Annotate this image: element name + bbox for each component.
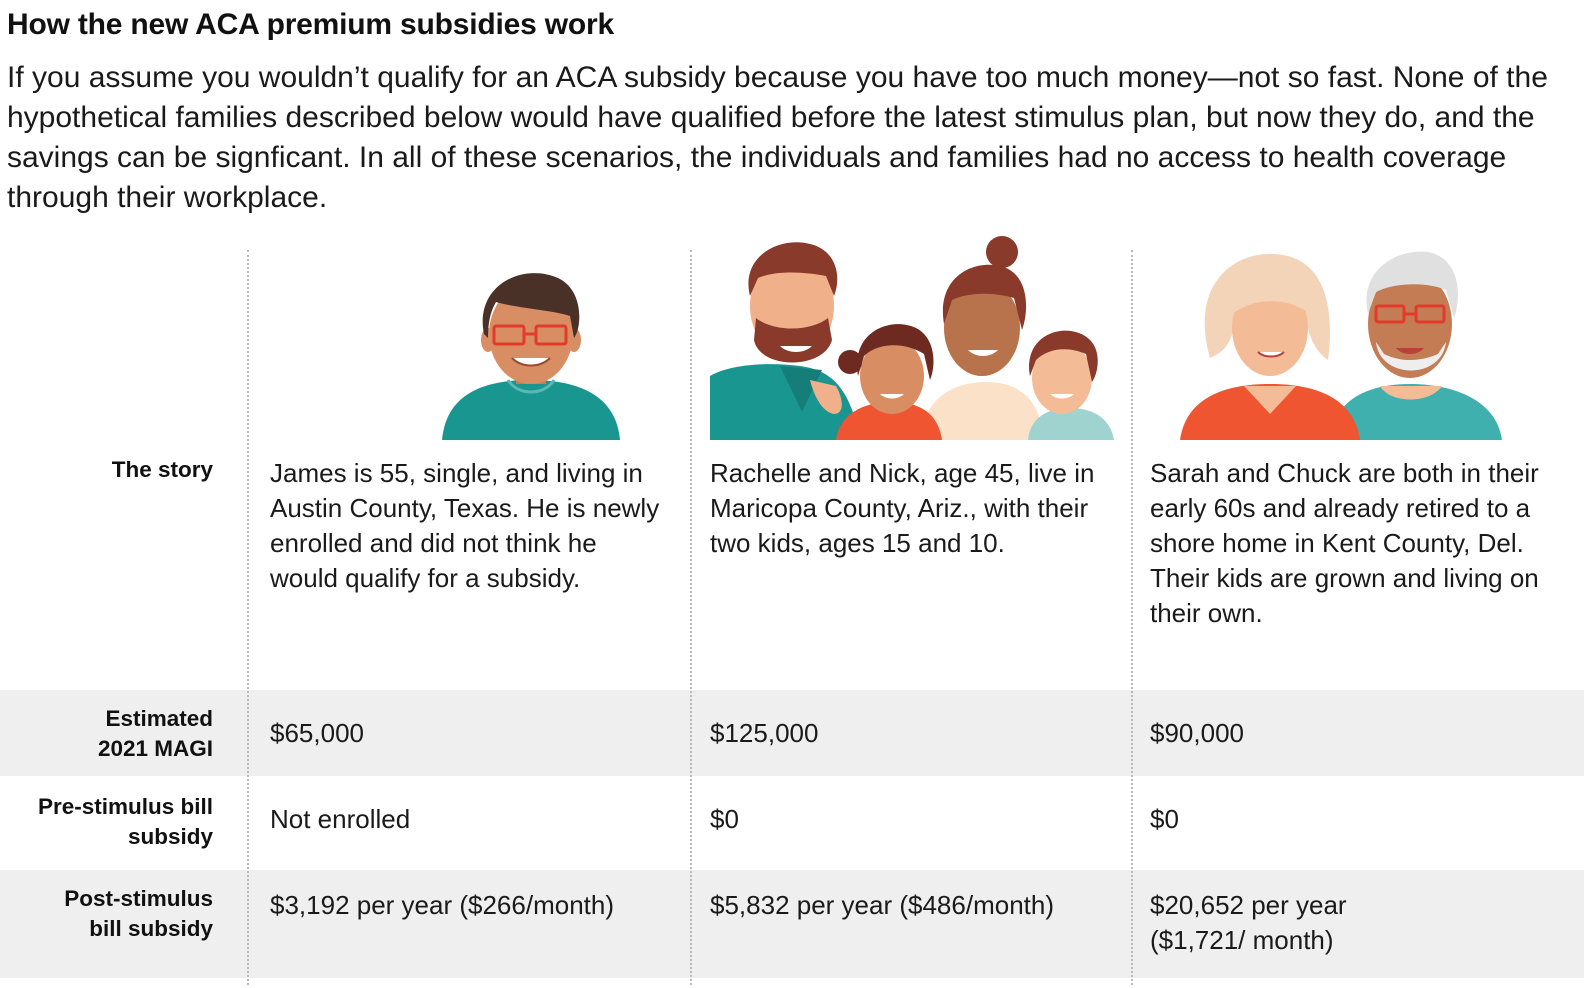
magi-cell-sarah-chuck: $90,000	[1150, 718, 1244, 748]
story-cell-james: James is 55, single, and living in Austi…	[270, 458, 660, 593]
column-divider	[690, 250, 692, 985]
post-cell-sarah-chuck: $20,652 per year ($1,721/ month)	[1150, 890, 1347, 955]
row-label-story: The story	[111, 457, 213, 482]
row-label-pre-stimulus: Pre-stimulus bill subsidy	[0, 792, 213, 852]
pre-cell-rachelle-nick: $0	[710, 804, 739, 834]
intro-paragraph: If you assume you wouldn’t qualify for a…	[7, 61, 1548, 214]
story-cell-sarah-chuck: Sarah and Chuck are both in their early …	[1150, 458, 1539, 628]
magi-row-band	[0, 690, 1584, 776]
family-of-four-illustration	[710, 236, 1114, 440]
row-label-magi-line2: 2021 MAGI	[97, 736, 213, 761]
post-cell-james: $3,192 per year ($266/month)	[270, 890, 614, 920]
row-label-pre-line2: subsidy	[127, 824, 213, 849]
pre-cell-james: Not enrolled	[270, 804, 411, 834]
magi-cell-james: $65,000	[270, 718, 364, 748]
column-divider	[1131, 250, 1133, 985]
magi-cell-rachelle-nick: $125,000	[710, 718, 819, 748]
row-label-magi-line1: Estimated	[105, 706, 213, 731]
single-man-illustration	[442, 273, 620, 440]
retired-couple-illustration	[1180, 251, 1502, 440]
row-label-pre-line1: Pre-stimulus bill	[37, 794, 213, 819]
row-label-post-line1: Post-stimulus	[64, 886, 213, 911]
post-row-band	[0, 870, 1584, 978]
page-title: How the new ACA premium subsidies work	[7, 8, 614, 41]
pre-cell-sarah-chuck: $0	[1150, 804, 1179, 834]
column-divider	[247, 250, 249, 985]
story-cell-rachelle-nick: Rachelle and Nick, age 45, live in Maric…	[710, 458, 1095, 558]
row-label-magi: Estimated 2021 MAGI	[0, 704, 213, 764]
post-cell-rachelle-nick: $5,832 per year ($486/month)	[710, 890, 1054, 920]
row-label-post-line2: bill subsidy	[89, 916, 213, 941]
row-label-post-stimulus: Post-stimulus bill subsidy	[0, 884, 213, 944]
